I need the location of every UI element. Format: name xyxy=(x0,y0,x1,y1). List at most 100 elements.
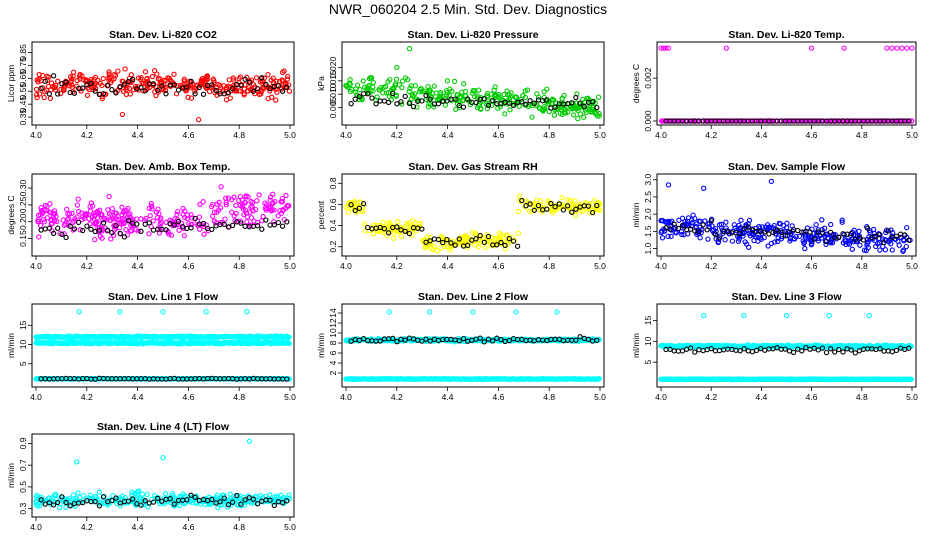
reference-point xyxy=(55,225,61,231)
data-point xyxy=(75,196,81,202)
data-point xyxy=(766,225,772,231)
data-point xyxy=(218,184,224,190)
data-point xyxy=(553,206,559,213)
data-point xyxy=(461,242,468,248)
data-point xyxy=(591,197,598,203)
data-point xyxy=(583,109,589,116)
reference-point xyxy=(452,242,458,248)
x-tick-label: 4.6 xyxy=(182,130,194,140)
data-point xyxy=(283,192,289,199)
reference-point xyxy=(117,83,123,90)
data-point xyxy=(738,217,744,223)
outlier-point xyxy=(76,309,82,315)
reference-point xyxy=(348,101,354,107)
data-point xyxy=(223,202,229,208)
data-point xyxy=(271,219,277,225)
data-point xyxy=(718,221,725,227)
reference-point xyxy=(502,242,508,249)
data-point xyxy=(201,78,207,85)
x-tick-label: 4.8 xyxy=(233,392,245,402)
data-point xyxy=(750,232,757,238)
data-point xyxy=(849,246,855,252)
y-tick-label: 0.4 xyxy=(328,219,338,231)
reference-point xyxy=(527,98,533,104)
reference-point xyxy=(564,203,571,209)
y-tick-label: 0.000 xyxy=(643,110,653,132)
data-point xyxy=(163,77,169,84)
reference-point xyxy=(535,202,542,209)
data-point xyxy=(908,376,914,382)
data-point xyxy=(92,213,98,219)
data-point xyxy=(370,79,376,86)
data-point xyxy=(419,88,425,95)
data-point xyxy=(51,217,57,224)
x-tick-label: 4.2 xyxy=(391,261,403,271)
data-point xyxy=(238,81,245,88)
data-point xyxy=(502,111,508,117)
reference-point xyxy=(117,230,123,237)
data-point xyxy=(267,197,273,203)
outlier-point xyxy=(406,46,413,52)
reference-point xyxy=(737,231,743,237)
data-point xyxy=(575,115,581,122)
data-point xyxy=(261,75,267,81)
data-point xyxy=(253,75,260,81)
reference-point xyxy=(163,227,169,233)
data-point xyxy=(268,208,274,214)
data-point xyxy=(387,219,393,226)
reference-point xyxy=(150,81,157,87)
data-point xyxy=(368,75,375,81)
data-point xyxy=(659,235,666,241)
y-axis-label: Licor ppm xyxy=(6,65,16,102)
reference-point xyxy=(456,236,462,242)
data-point xyxy=(175,221,181,228)
data-point xyxy=(84,92,91,99)
data-point xyxy=(147,213,153,219)
reference-point xyxy=(284,84,290,90)
data-point xyxy=(407,85,413,91)
reference-point xyxy=(184,84,190,90)
reference-point xyxy=(113,90,119,96)
y-tick-label: 0.85 xyxy=(18,44,28,61)
reference-point xyxy=(360,336,367,342)
data-point xyxy=(504,88,510,94)
reference-point xyxy=(560,207,567,213)
data-point xyxy=(122,66,128,72)
reference-point xyxy=(356,205,363,211)
reference-point xyxy=(519,99,525,105)
panel-title: Stan. Dev. Gas Stream RH xyxy=(408,161,537,173)
x-tick-label: 4.4 xyxy=(442,261,454,271)
data-point xyxy=(48,221,54,227)
reference-point xyxy=(827,229,834,235)
reference-point xyxy=(402,93,408,100)
data-point xyxy=(442,102,449,108)
reference-point xyxy=(465,242,471,249)
reference-point xyxy=(284,376,290,382)
reference-point xyxy=(348,202,354,208)
data-point xyxy=(42,89,48,95)
data-point xyxy=(40,217,47,223)
data-point xyxy=(115,68,121,74)
reference-point xyxy=(427,238,433,244)
data-point xyxy=(370,231,377,237)
data-point xyxy=(572,103,578,110)
reference-point xyxy=(385,230,392,236)
plot-frame xyxy=(341,41,605,126)
data-point xyxy=(176,227,182,233)
data-point xyxy=(404,220,410,227)
data-point xyxy=(815,227,821,233)
reference-point xyxy=(196,84,202,91)
reference-point xyxy=(556,201,562,207)
x-tick-label: 4.6 xyxy=(182,522,194,532)
data-point xyxy=(871,226,877,233)
data-point xyxy=(828,237,834,243)
data-point xyxy=(828,235,835,241)
reference-point xyxy=(881,239,887,246)
data-point xyxy=(209,213,216,219)
y-axis-label: ml/min xyxy=(6,463,16,488)
reference-point xyxy=(138,84,144,91)
data-point xyxy=(171,71,177,77)
outlier-point xyxy=(160,309,166,315)
reference-point xyxy=(544,206,550,212)
